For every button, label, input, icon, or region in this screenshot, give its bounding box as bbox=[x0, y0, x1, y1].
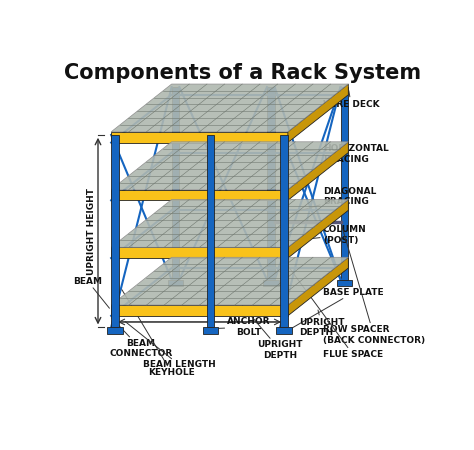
Text: COLUMN
(POST): COLUMN (POST) bbox=[291, 225, 366, 245]
Text: FLUE SPACE: FLUE SPACE bbox=[279, 253, 383, 359]
Text: BEAM: BEAM bbox=[73, 277, 109, 308]
Polygon shape bbox=[111, 135, 119, 327]
Polygon shape bbox=[288, 84, 348, 143]
Text: HORIZONTAL
BRACING: HORIZONTAL BRACING bbox=[291, 144, 389, 164]
Polygon shape bbox=[172, 87, 179, 279]
Text: UPRIGHT
DEPTH: UPRIGHT DEPTH bbox=[300, 310, 345, 337]
Polygon shape bbox=[111, 84, 348, 132]
Polygon shape bbox=[276, 327, 292, 333]
Polygon shape bbox=[288, 142, 348, 200]
Polygon shape bbox=[111, 199, 348, 247]
Text: BEAM LENGTH: BEAM LENGTH bbox=[125, 321, 216, 369]
Polygon shape bbox=[111, 189, 288, 200]
Text: ANCHOR
BOLT: ANCHOR BOLT bbox=[210, 317, 271, 337]
Text: Components of a Rack System: Components of a Rack System bbox=[64, 63, 421, 83]
Polygon shape bbox=[337, 279, 352, 286]
Polygon shape bbox=[111, 247, 288, 258]
Text: DIAGONAL
BRACING: DIAGONAL BRACING bbox=[291, 187, 376, 213]
Polygon shape bbox=[168, 279, 183, 286]
Polygon shape bbox=[263, 279, 279, 286]
Polygon shape bbox=[111, 257, 348, 305]
Polygon shape bbox=[288, 199, 348, 258]
Polygon shape bbox=[267, 87, 275, 279]
Text: KEYHOLE: KEYHOLE bbox=[122, 290, 195, 377]
Text: ROW SPACER
(BACK CONNECTOR): ROW SPACER (BACK CONNECTOR) bbox=[323, 225, 425, 345]
Polygon shape bbox=[280, 135, 288, 327]
Polygon shape bbox=[288, 257, 348, 316]
Polygon shape bbox=[202, 327, 218, 333]
Polygon shape bbox=[207, 135, 214, 327]
Polygon shape bbox=[341, 87, 348, 279]
Polygon shape bbox=[111, 142, 348, 189]
Text: BEAM
CONNECTOR: BEAM CONNECTOR bbox=[109, 318, 172, 358]
Polygon shape bbox=[111, 305, 288, 316]
Text: UPRIGHT
DEPTH: UPRIGHT DEPTH bbox=[242, 306, 303, 360]
Polygon shape bbox=[111, 132, 288, 143]
Text: UPRIGHT HEIGHT: UPRIGHT HEIGHT bbox=[87, 188, 96, 274]
Text: WIRE DECK: WIRE DECK bbox=[323, 90, 379, 108]
Polygon shape bbox=[107, 327, 123, 333]
Text: BASE PLATE: BASE PLATE bbox=[290, 288, 383, 329]
